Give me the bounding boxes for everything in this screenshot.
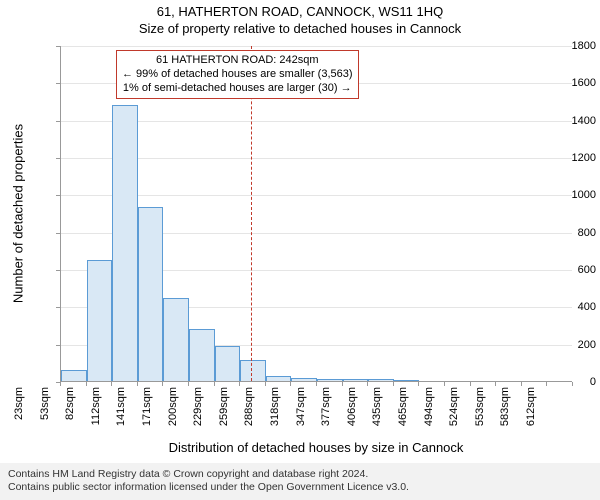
x-tick-mark: [316, 382, 317, 386]
x-tick-label: 524sqm: [448, 387, 460, 437]
y-tick-label: 0: [542, 376, 596, 388]
x-tick-mark: [188, 382, 189, 386]
x-tick-label: 347sqm: [295, 387, 307, 437]
attribution-footer: Contains HM Land Registry data © Crown c…: [0, 463, 600, 500]
x-tick-mark: [290, 382, 291, 386]
histogram-bar: [394, 380, 420, 381]
histogram-bar: [112, 105, 138, 381]
x-tick-mark: [418, 382, 419, 386]
y-tick-mark: [56, 195, 60, 196]
x-axis-label: Distribution of detached houses by size …: [60, 440, 572, 455]
x-tick-label: 318sqm: [269, 387, 281, 437]
x-tick-label: 494sqm: [423, 387, 435, 437]
histogram-bar: [240, 360, 266, 381]
histogram-bar: [163, 298, 189, 381]
x-tick-label: 406sqm: [346, 387, 358, 437]
histogram-bar: [189, 329, 215, 381]
y-tick-mark: [56, 83, 60, 84]
grid-line: [61, 46, 572, 47]
x-tick-label: 612sqm: [525, 387, 537, 437]
y-tick-label: 1200: [542, 152, 596, 164]
annotation-line: ← 99% of detached houses are smaller (3,…: [122, 68, 353, 82]
histogram-bar: [138, 207, 164, 381]
x-tick-label: 171sqm: [141, 387, 153, 437]
x-tick-label: 465sqm: [397, 387, 409, 437]
x-tick-mark: [137, 382, 138, 386]
x-tick-label: 288sqm: [243, 387, 255, 437]
y-tick-label: 800: [542, 227, 596, 239]
x-tick-mark: [86, 382, 87, 386]
y-tick-label: 400: [542, 301, 596, 313]
x-tick-mark: [342, 382, 343, 386]
x-tick-label: 229sqm: [192, 387, 204, 437]
y-tick-label: 200: [542, 339, 596, 351]
x-tick-mark: [111, 382, 112, 386]
y-tick-mark: [56, 345, 60, 346]
y-tick-label: 1800: [542, 40, 596, 52]
x-tick-label: 377sqm: [320, 387, 332, 437]
x-tick-label: 553sqm: [474, 387, 486, 437]
x-tick-label: 259sqm: [218, 387, 230, 437]
x-tick-label: 53sqm: [39, 387, 51, 437]
histogram-chart: 0 200 400 600 800 1000 1200 1400 1600 1800 23sqm 53…: [0, 0, 600, 500]
x-tick-label: 23sqm: [13, 387, 25, 437]
x-tick-mark: [444, 382, 445, 386]
annotation-box: 61 HATHERTON ROAD: 242sqm← 99% of detach…: [116, 50, 359, 99]
x-tick-label: 82sqm: [64, 387, 76, 437]
histogram-bar: [343, 379, 369, 381]
x-tick-mark: [470, 382, 471, 386]
annotation-line: 61 HATHERTON ROAD: 242sqm: [122, 54, 353, 68]
annotation-line: 1% of semi-detached houses are larger (3…: [122, 82, 353, 96]
y-axis-label: Number of detached properties: [11, 114, 26, 314]
histogram-bar: [266, 376, 292, 381]
x-tick-mark: [546, 382, 547, 386]
x-tick-mark: [162, 382, 163, 386]
y-tick-mark: [56, 121, 60, 122]
histogram-bar: [291, 378, 317, 381]
y-tick-label: 1400: [542, 115, 596, 127]
y-tick-mark: [56, 307, 60, 308]
footer-line-1: Contains HM Land Registry data © Crown c…: [8, 468, 592, 482]
x-tick-mark: [521, 382, 522, 386]
x-tick-mark: [393, 382, 394, 386]
y-tick-mark: [56, 158, 60, 159]
y-tick-label: 1000: [542, 189, 596, 201]
y-tick-label: 1600: [542, 77, 596, 89]
histogram-bar: [317, 379, 343, 381]
x-tick-label: 200sqm: [167, 387, 179, 437]
x-tick-mark: [572, 382, 573, 386]
x-tick-label: 141sqm: [115, 387, 127, 437]
histogram-bar: [87, 260, 113, 381]
x-tick-label: 583sqm: [499, 387, 511, 437]
x-tick-label: 112sqm: [90, 387, 102, 437]
y-tick-mark: [56, 270, 60, 271]
x-tick-mark: [265, 382, 266, 386]
x-tick-mark: [239, 382, 240, 386]
y-tick-mark: [56, 46, 60, 47]
x-tick-mark: [60, 382, 61, 386]
x-tick-mark: [214, 382, 215, 386]
y-tick-mark: [56, 233, 60, 234]
histogram-bar: [368, 379, 394, 381]
footer-line-2: Contains public sector information licen…: [8, 481, 592, 495]
x-tick-label: 435sqm: [371, 387, 383, 437]
histogram-bar: [215, 346, 241, 381]
histogram-bar: [61, 370, 87, 381]
x-tick-mark: [495, 382, 496, 386]
y-tick-label: 600: [542, 264, 596, 276]
x-tick-mark: [367, 382, 368, 386]
